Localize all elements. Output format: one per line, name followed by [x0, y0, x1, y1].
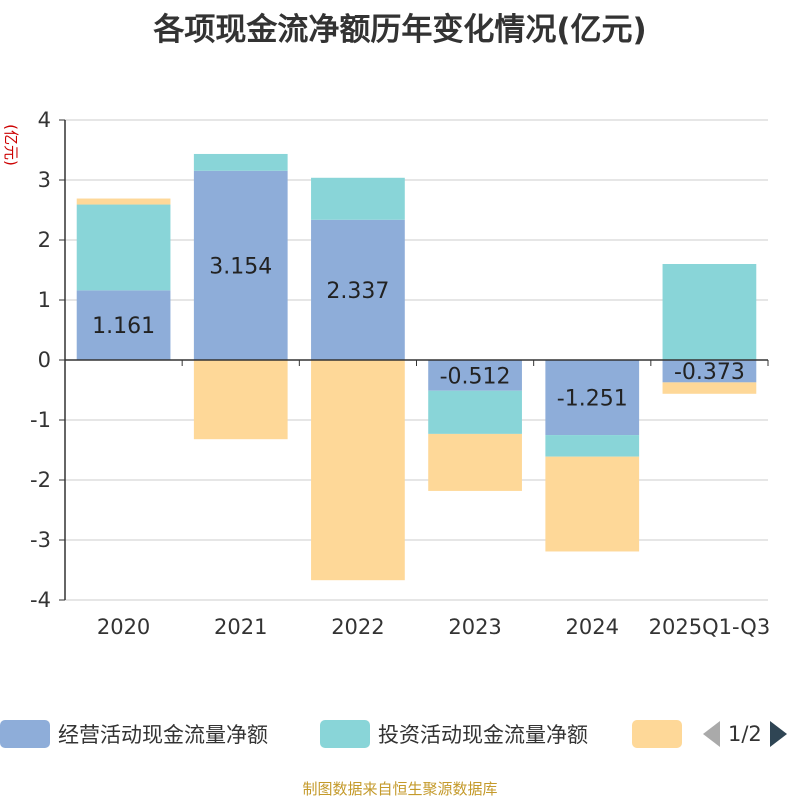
y-tick-label: 0: [38, 348, 51, 372]
bar-segment-series0-2021: [193, 170, 288, 360]
y-tick-label: 2: [38, 228, 51, 252]
y-axis-title: (亿元): [2, 124, 20, 166]
bar-segment-series2-2023: [428, 433, 522, 491]
legend-swatch-operating: [0, 720, 50, 748]
chart-plot: 4 3 2 1 0 -1 -2 -3 -4 1.161 3.154 2.337 -0.512 -1.251…: [2, 108, 771, 639]
bar-segment-series1-2023: [428, 390, 522, 434]
bar-segment-series0-2025Q1-Q3: [662, 360, 757, 383]
x-tick-label: 2024: [566, 615, 619, 639]
legend-pager: 1/2: [703, 716, 787, 752]
bar-segment-series1-2020: [76, 204, 171, 291]
y-tick-label: 4: [38, 108, 51, 132]
legend: 经营活动现金流量净额 投资活动现金流量净额: [0, 716, 800, 752]
chart-title: 各项现金流净额历年变化情况(亿元): [153, 12, 647, 48]
x-tick-label: 2020: [97, 615, 150, 639]
data-label: -1.251: [557, 387, 628, 412]
data-label: 3.154: [209, 254, 272, 279]
x-tick-label: 2021: [214, 615, 267, 639]
data-label: -0.373: [674, 360, 745, 385]
y-tick-label: 1: [38, 288, 51, 312]
bar-segment-series2-2021: [193, 360, 288, 440]
bar-segment-series2-2024: [545, 456, 640, 552]
legend-swatch-investing: [320, 720, 370, 748]
x-tick-label: 2025Q1-Q3: [649, 615, 771, 639]
legend-swatch-financing: [632, 720, 682, 748]
y-tick-label: -2: [30, 468, 51, 492]
legend-label-investing: 投资活动现金流量净额: [378, 723, 588, 747]
legend-item-financing[interactable]: [632, 716, 682, 752]
data-label: -0.512: [440, 364, 511, 389]
y-tick-label: 3: [38, 168, 51, 192]
bar-segment-series1-2022: [311, 177, 405, 220]
bar-segment-series2-2025Q1-Q3: [662, 382, 757, 394]
y-tick-label: -4: [30, 588, 51, 612]
legend-item-operating[interactable]: 经营活动现金流量净额: [0, 716, 268, 752]
bar-segment-series0-2022: [311, 219, 405, 360]
source-note: 制图数据来自恒生聚源数据库: [302, 780, 498, 798]
bar-segment-series0-2020: [76, 290, 171, 360]
data-label: 2.337: [326, 279, 389, 304]
bar-segment-series1-2021: [193, 153, 288, 171]
bar-segment-series1-2025Q1-Q3: [662, 264, 757, 360]
legend-next-icon[interactable]: [769, 721, 787, 747]
legend-item-investing[interactable]: 投资活动现金流量净额: [320, 716, 588, 752]
x-tick-label: 2022: [331, 615, 384, 639]
y-tick-label: -1: [30, 408, 51, 432]
x-tick-label: 2023: [448, 615, 501, 639]
legend-label-operating: 经营活动现金流量净额: [58, 723, 268, 747]
bar-segment-series0-2023: [428, 360, 522, 391]
bar-segment-series1-2024: [545, 435, 640, 457]
data-label: 1.161: [92, 314, 155, 339]
legend-prev-icon[interactable]: [703, 721, 720, 747]
y-tick-label: -3: [30, 528, 51, 552]
bar-segment-series2-2022: [311, 360, 405, 581]
bar-segment-series0-2024: [545, 360, 640, 436]
legend-page-indicator: 1/2: [728, 722, 762, 746]
bar-segment-series2-2020: [76, 198, 171, 205]
